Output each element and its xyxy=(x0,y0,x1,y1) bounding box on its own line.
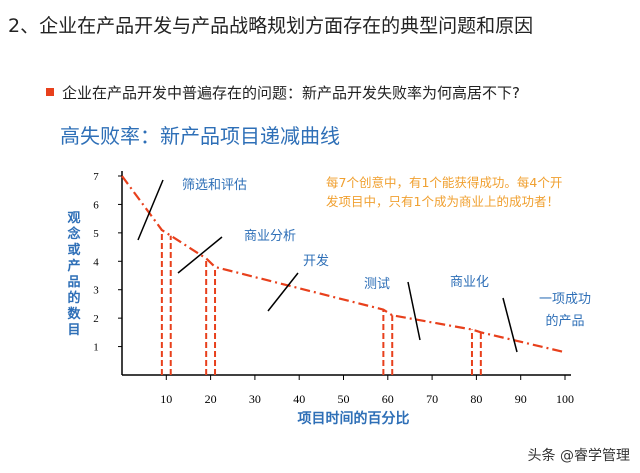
y-axis-label-char: 数 xyxy=(67,306,81,322)
annotation-text: 每7个创意中，有1个能获得成功。每4个开 xyxy=(326,175,562,190)
stage-label: 商业化 xyxy=(450,275,489,290)
bullet-text: 企业在产品开发中普遍存在的问题：新产品开发失败率为何高居不下? xyxy=(62,84,520,102)
decline-line xyxy=(121,175,566,354)
y-tick-label: 3 xyxy=(93,285,99,297)
chart-title: 高失败率：新产品项目递减曲线 xyxy=(60,124,340,148)
y-tick-label: 4 xyxy=(93,256,99,268)
stage-label: 商业分析 xyxy=(244,229,296,244)
y-axis-label-char: 目 xyxy=(67,323,80,338)
stage-pointer-line xyxy=(502,297,518,353)
x-tick-label: 40 xyxy=(293,392,305,406)
y-tick-label: 6 xyxy=(93,199,99,211)
x-tick-label: 80 xyxy=(470,392,482,406)
y-tick-label: 5 xyxy=(93,228,99,240)
end-label: 的产品 xyxy=(545,313,584,329)
x-tick-label: 90 xyxy=(515,392,527,406)
end-label: 一项成功 xyxy=(539,292,591,307)
x-tick-label: 10 xyxy=(160,392,172,406)
y-axis-label-char: 观 xyxy=(67,211,80,226)
stage-label: 测试 xyxy=(364,277,390,292)
stage-pointer-line xyxy=(407,281,421,341)
page-title: 2、企业在产品开发与产品战略规划方面存在的典型问题和原因 xyxy=(8,15,534,37)
x-tick-label: 100 xyxy=(556,392,574,406)
stage-label: 开发 xyxy=(303,253,329,269)
x-tick-label: 50 xyxy=(338,392,350,406)
bullet-square-icon xyxy=(46,87,54,96)
y-axis-label-char: 或 xyxy=(67,242,80,258)
stage-pointer-line xyxy=(267,272,299,312)
y-axis-label-char: 的 xyxy=(67,290,80,306)
bullet-line: 企业在产品开发中普遍存在的问题：新产品开发失败率为何高居不下? xyxy=(46,82,520,103)
stage-pointer-line xyxy=(177,236,223,274)
x-tick-label: 30 xyxy=(249,392,261,406)
y-tick-label: 2 xyxy=(93,313,99,325)
y-tick-label: 7 xyxy=(93,171,99,183)
stage-label: 筛选和评估 xyxy=(182,178,247,193)
annotation-text: 发项目中，只有1个成为商业上的成功者！ xyxy=(326,194,559,209)
x-axis-label: 项目时间的百分比 xyxy=(298,410,410,427)
y-axis-label-char: 品 xyxy=(67,275,80,290)
y-tick-label: 1 xyxy=(93,342,99,354)
watermark: 头条 @睿学管理 xyxy=(527,448,630,464)
stage-pointer-line xyxy=(137,179,164,241)
x-tick-label: 20 xyxy=(205,392,217,406)
y-axis-label-char: 产 xyxy=(67,258,80,274)
y-axis-label-char: 念 xyxy=(67,226,80,242)
x-tick-label: 60 xyxy=(382,392,394,406)
x-tick-label: 70 xyxy=(426,392,438,406)
title-bar: 2、企业在产品开发与产品战略规划方面存在的典型问题和原因 xyxy=(0,0,640,48)
